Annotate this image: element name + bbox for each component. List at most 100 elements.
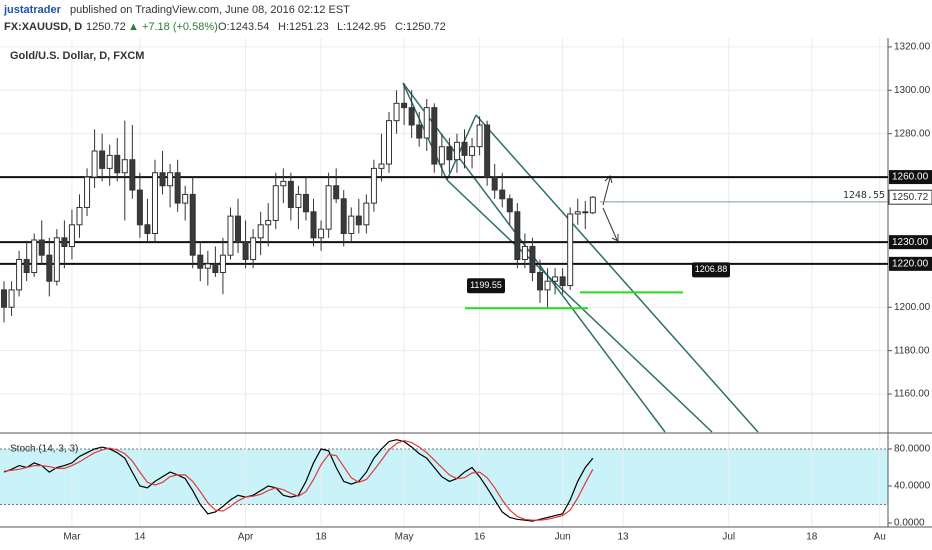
channel-line [475,114,759,433]
ohlc: H:1251.23 [278,21,329,33]
ohlc: C:1250.72 [395,21,446,33]
price-label: 1260.00 [892,172,929,183]
published: published on TradingView.com, June 08, 2… [70,4,350,16]
candle-body [38,239,45,256]
candle-body [446,146,453,161]
ohlc: O:1243.54 [218,21,269,33]
candle-body [302,193,309,213]
arrow [602,177,611,206]
candle-body [484,124,491,178]
candle-body [363,202,370,226]
candle-body [401,102,408,109]
level-label: 1248.55 [843,190,885,201]
candle-body [129,159,136,191]
candle-body [16,259,23,291]
candle-body [416,124,423,139]
candle-body [567,213,574,287]
candle-body [589,196,596,214]
candle-body [378,163,385,169]
candle-body [370,167,377,204]
candle-body [521,245,528,261]
level-label: 1206.88 [695,264,728,274]
stoch-title: Stoch (14, 3, 3) [10,444,78,455]
candle-body [295,193,302,208]
y-tick-label: 1300.00 [894,85,931,96]
stoch-line [3,439,594,522]
candle-body [68,224,75,247]
candle-body [265,219,272,226]
candle-body [212,263,219,274]
y-tick-label: 0.0000 [894,518,925,529]
candle-body [189,193,196,256]
candle-body [235,215,242,243]
candle-body [99,150,106,169]
candle-body [280,180,287,187]
candle-body [386,120,393,165]
x-tick-label: 18 [806,532,818,543]
candle-body [325,185,332,230]
arrow-head [604,175,613,184]
candle-body [242,241,249,261]
candle-body [23,259,30,274]
last-price-label: 1250.72 [892,192,929,203]
candle-body [536,272,543,291]
y-tick-label: 40.0000 [894,481,931,492]
arrow-head [611,234,619,242]
candle-body [491,176,498,191]
candle-body [544,280,551,291]
stoch-band [0,448,888,505]
price-label-box [889,256,932,271]
candle-body [574,211,581,215]
x-tick-label: 18 [316,532,328,543]
y-tick-label: 1180.00 [894,345,930,356]
candle-body [559,276,566,287]
candle-body [31,239,38,274]
candle-body [182,193,189,204]
candle-body [461,141,468,156]
y-tick-label: 1280.00 [894,128,931,139]
candle-body [144,224,151,234]
candle-body [219,254,226,274]
candle-body [529,245,536,274]
candle-body [106,154,113,169]
candle-body [76,206,83,226]
candle-body [227,215,234,256]
candle-body [582,211,589,214]
x-tick-label: Jun [555,532,571,543]
level-label: 1199.55 [470,280,502,290]
candle-body [333,185,340,200]
candle-body [204,263,211,269]
candle-body [506,198,513,213]
change: ▲ +7.18 (+0.58%) [128,21,218,33]
candle-body [499,189,506,200]
last-price-box [888,189,932,205]
y-tick-label: 1200.00 [894,302,931,313]
price-label: 1220.00 [892,258,929,269]
candle-body [431,107,438,165]
candle-body [250,237,257,261]
candle-body [453,141,460,161]
candle-body [348,215,355,234]
y-tick-label: 1320.00 [894,42,931,53]
candle-body [84,176,91,208]
candle-body [197,254,204,269]
candle-body [174,172,181,204]
candle-body [340,198,347,234]
ohlc: L:1242.95 [337,21,386,33]
candle-body [159,172,166,187]
candle-body [151,172,158,234]
y-tick-label: 1160.00 [894,389,930,400]
candle-body [438,146,445,165]
x-tick-label: Jul [722,532,735,543]
chart-title: Gold/U.S. Dollar, D, FXCM [10,50,144,62]
x-tick-label: May [395,532,414,543]
candle-body [257,224,264,239]
candle-body [1,289,8,308]
x-tick-label: 13 [617,532,629,543]
price-label: 1230.00 [892,237,929,248]
candle-body [114,154,121,174]
candle-body [552,276,559,282]
price: 1250.72 [86,21,126,33]
candle-body [423,107,430,139]
candle-body [8,289,15,308]
